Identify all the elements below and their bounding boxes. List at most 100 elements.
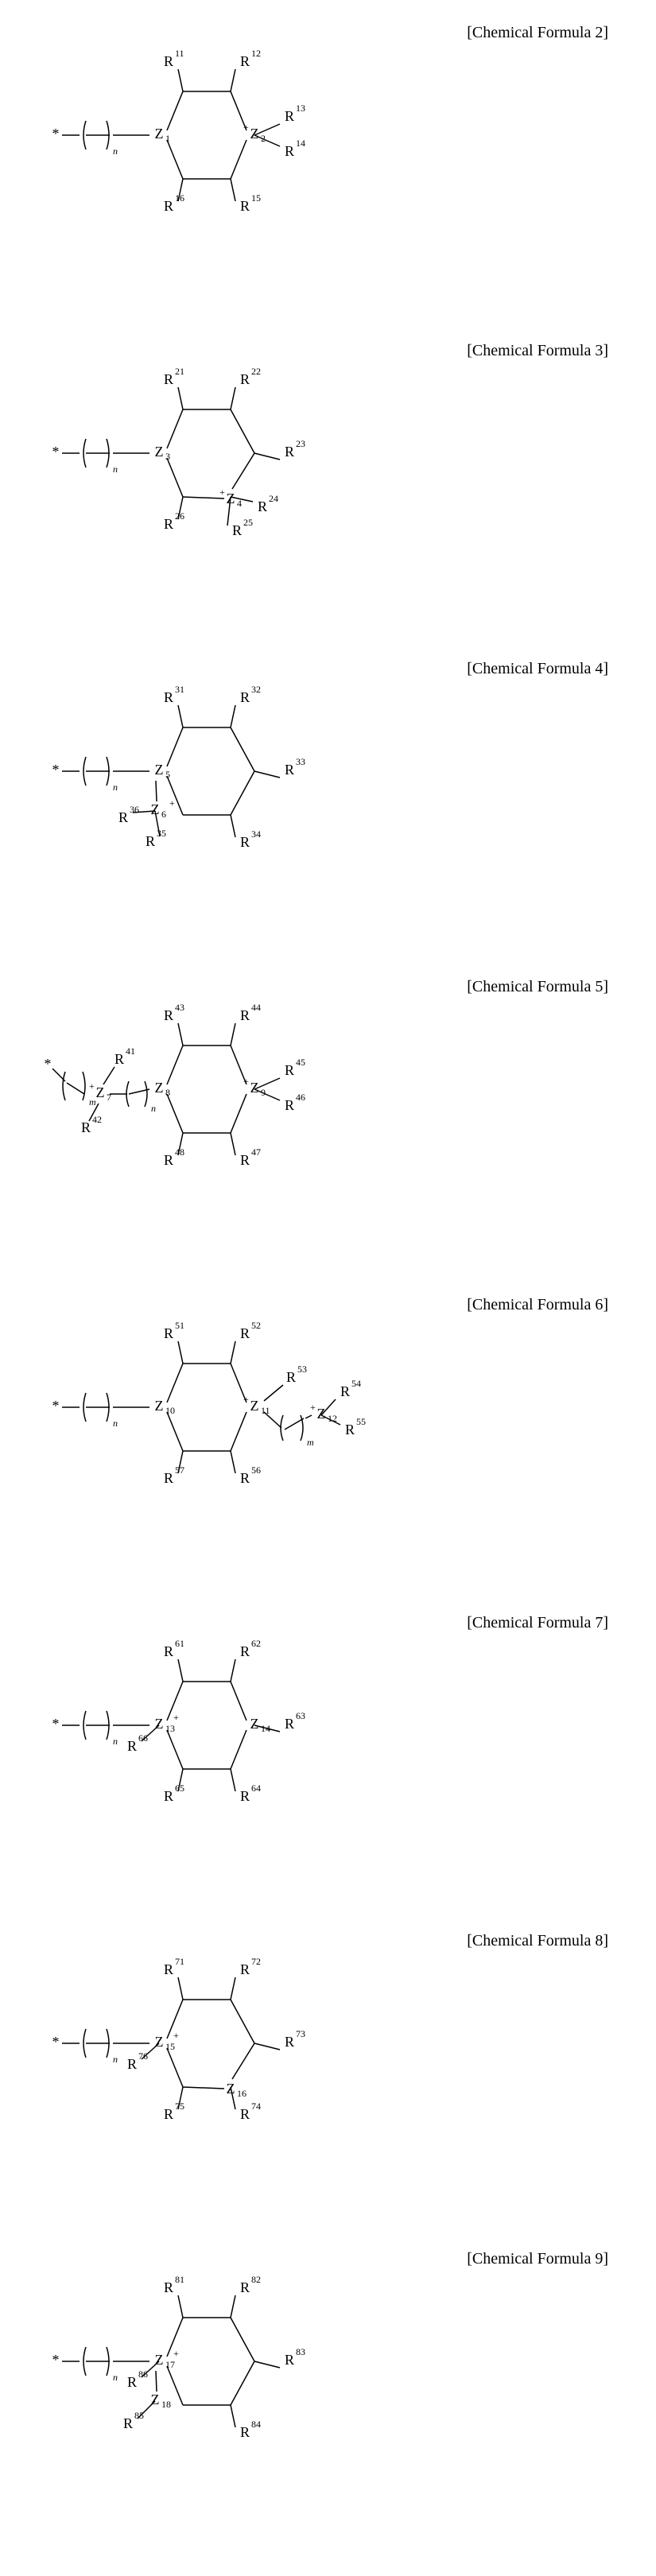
svg-text:45: 45: [296, 1057, 305, 1068]
svg-text:R: R: [240, 198, 250, 214]
chemical-structure: Z1Z2+* nR11R12R13R14R15R16: [32, 16, 366, 286]
svg-text:53: 53: [297, 1364, 307, 1375]
svg-text:*: *: [52, 126, 60, 142]
svg-text:61: 61: [175, 1638, 184, 1649]
formula-label: [Chemical Formula 3]: [366, 334, 640, 360]
svg-text:31: 31: [175, 684, 184, 695]
svg-text:R: R: [81, 1119, 91, 1135]
svg-text:+: +: [173, 2348, 179, 2359]
formula-label: [Chemical Formula 7]: [366, 1606, 640, 1632]
svg-text:55: 55: [356, 1416, 366, 1427]
chemical-structure: Z5Z6+* nR31R32R33R34R35R36: [32, 652, 366, 922]
chemical-structure: Z13+Z14* nR61R62R63R64R65R66: [32, 1606, 366, 1876]
svg-text:R: R: [285, 1097, 294, 1113]
svg-text:Z: Z: [155, 444, 164, 460]
svg-text:36: 36: [130, 804, 139, 815]
svg-text:R: R: [164, 53, 173, 69]
svg-text:8: 8: [165, 1087, 170, 1098]
svg-text:*: *: [45, 1056, 52, 1072]
formula-block: Z15+Z16* nR71R72R73R74R75R76 [Chemical F…: [16, 1924, 640, 2194]
svg-text:n: n: [113, 2054, 118, 2065]
svg-text:R: R: [240, 1470, 250, 1486]
svg-text:47: 47: [251, 1146, 261, 1158]
svg-text:64: 64: [251, 1783, 261, 1794]
svg-text:+: +: [243, 1394, 249, 1405]
svg-text:43: 43: [175, 1002, 184, 1013]
formula-list: Z1Z2+* nR11R12R13R14R15R16 [Chemical For…: [16, 16, 640, 2512]
svg-text:R: R: [164, 198, 173, 214]
svg-text:R: R: [240, 371, 250, 387]
chemical-structure: Z8Z9+* mZ7+R41R42 nR43R44R45R46R47R48: [32, 970, 366, 1240]
svg-text:15: 15: [251, 192, 261, 204]
svg-text:R: R: [164, 2106, 173, 2122]
svg-text:R: R: [285, 143, 294, 159]
svg-text:71: 71: [175, 1956, 184, 1967]
svg-text:*: *: [52, 762, 60, 778]
svg-text:51: 51: [175, 1320, 184, 1331]
svg-text:72: 72: [251, 1956, 261, 1967]
chemical-structure: Z15+Z16* nR71R72R73R74R75R76: [32, 1924, 366, 2194]
svg-text:14: 14: [296, 138, 305, 149]
svg-text:R: R: [164, 1788, 173, 1804]
svg-text:56: 56: [251, 1465, 261, 1476]
formula-block: Z3Z4+* nR21R22R23R26R24R25 [Chemical For…: [16, 334, 640, 604]
svg-text:*: *: [52, 444, 60, 460]
formula-block: Z10Z11+* nR51R52R56R57R53 mZ12+R54R55 [C…: [16, 1288, 640, 1558]
svg-text:Z: Z: [155, 2034, 164, 2050]
svg-text:R: R: [164, 371, 173, 387]
svg-text:13: 13: [296, 103, 305, 114]
svg-text:22: 22: [251, 366, 261, 377]
formula-block: Z8Z9+* mZ7+R41R42 nR43R44R45R46R47R48 [C…: [16, 970, 640, 1240]
svg-text:R: R: [240, 1961, 250, 1977]
svg-text:Z: Z: [155, 1398, 164, 1414]
svg-text:+: +: [219, 487, 225, 498]
svg-text:R: R: [127, 2056, 137, 2072]
svg-text:74: 74: [251, 2101, 261, 2112]
formula-block: Z17+Z18* nR81R82R83R84R86R85 [Chemical F…: [16, 2242, 640, 2512]
svg-text:21: 21: [175, 366, 184, 377]
formula-label: [Chemical Formula 8]: [366, 1924, 640, 1950]
formula-label: [Chemical Formula 4]: [366, 652, 640, 678]
svg-text:R: R: [285, 2352, 294, 2368]
chemical-structure: Z3Z4+* nR21R22R23R26R24R25: [32, 334, 366, 604]
svg-text:Z: Z: [250, 1716, 259, 1732]
svg-text:65: 65: [175, 1783, 184, 1794]
formula-label: [Chemical Formula 5]: [366, 970, 640, 996]
svg-text:R: R: [164, 1470, 173, 1486]
svg-text:R: R: [123, 2415, 133, 2431]
svg-text:83: 83: [296, 2346, 305, 2357]
svg-text:12: 12: [251, 48, 261, 59]
svg-text:54: 54: [351, 1378, 361, 1389]
svg-text:11: 11: [175, 48, 184, 59]
svg-text:81: 81: [175, 2274, 184, 2285]
svg-text:R: R: [340, 1383, 350, 1399]
svg-text:R: R: [127, 1738, 137, 1754]
svg-text:Z: Z: [96, 1084, 105, 1100]
svg-text:16: 16: [237, 2088, 246, 2099]
svg-text:R: R: [240, 1152, 250, 1168]
svg-text:48: 48: [175, 1146, 184, 1158]
svg-text:R: R: [285, 762, 294, 778]
svg-text:R: R: [240, 1643, 250, 1659]
svg-text:34: 34: [251, 828, 261, 840]
svg-text:44: 44: [251, 1002, 261, 1013]
svg-text:R: R: [164, 1152, 173, 1168]
formula-block: Z1Z2+* nR11R12R13R14R15R16 [Chemical For…: [16, 16, 640, 286]
svg-text:n: n: [113, 2372, 118, 2383]
svg-text:76: 76: [138, 2050, 148, 2062]
svg-text:24: 24: [269, 493, 278, 504]
svg-text:Z: Z: [155, 1716, 164, 1732]
formula-label: [Chemical Formula 6]: [366, 1288, 640, 1314]
svg-text:R: R: [285, 1062, 294, 1078]
formula-label: [Chemical Formula 9]: [366, 2242, 640, 2268]
svg-text:R: R: [240, 834, 250, 850]
svg-text:62: 62: [251, 1638, 261, 1649]
svg-text:Z: Z: [155, 126, 164, 142]
svg-text:17: 17: [165, 2359, 175, 2370]
svg-text:16: 16: [175, 192, 184, 204]
svg-text:R: R: [286, 1369, 296, 1385]
svg-text:R: R: [164, 2279, 173, 2295]
svg-text:*: *: [52, 1398, 60, 1414]
svg-text:R: R: [258, 499, 267, 514]
svg-text:R: R: [240, 53, 250, 69]
